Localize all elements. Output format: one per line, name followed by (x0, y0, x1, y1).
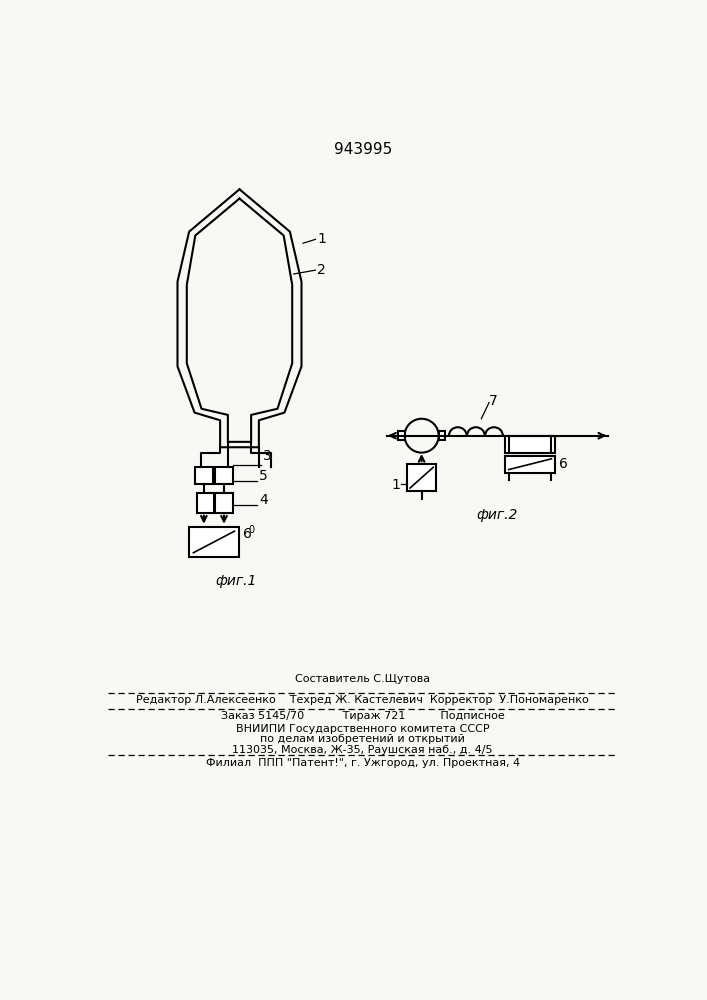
Text: Составитель С.Щутова: Составитель С.Щутова (295, 674, 431, 684)
Text: 1: 1 (392, 478, 401, 492)
Text: 3: 3 (263, 449, 271, 463)
Bar (194, 466, 213, 484)
Text: 943995: 943995 (334, 142, 392, 157)
Bar (398, 431, 404, 440)
Bar (189, 527, 239, 557)
Text: по делам изобретений и открытий: по делам изобретений и открытий (260, 734, 465, 744)
Bar (438, 431, 445, 440)
Bar (505, 456, 555, 473)
Text: Редактор Л.Алексеенко    Техред Ж. Кастелевич  Корректор  У.Пономаренко: Редактор Л.Алексеенко Техред Ж. Кастелев… (136, 695, 589, 705)
Text: 0: 0 (248, 525, 255, 535)
Text: 2: 2 (317, 263, 326, 277)
Bar (505, 436, 555, 453)
Text: 4: 4 (259, 493, 268, 507)
Bar (215, 466, 233, 484)
Text: 7: 7 (489, 394, 498, 408)
Text: 5: 5 (259, 469, 268, 483)
Text: 6: 6 (243, 527, 252, 541)
Bar (216, 493, 233, 513)
Text: фиг.2: фиг.2 (477, 508, 518, 522)
Text: Заказ 5145/70           Тираж 721          Подписное: Заказ 5145/70 Тираж 721 Подписное (221, 711, 505, 721)
Text: 1: 1 (317, 232, 326, 246)
Text: ВНИИПИ Государственного комитета СССР: ВНИИПИ Государственного комитета СССР (236, 724, 489, 734)
Text: фиг.1: фиг.1 (215, 574, 257, 588)
Text: 6: 6 (559, 457, 568, 471)
Bar (407, 464, 436, 491)
Text: 113035, Москва, Ж-35, Раушская наб., д. 4/5: 113035, Москва, Ж-35, Раушская наб., д. … (233, 745, 493, 755)
Bar (197, 493, 214, 513)
Text: Филиал  ППП "Патент!", г. Ужгород, ул. Проектная, 4: Филиал ППП "Патент!", г. Ужгород, ул. Пр… (206, 758, 520, 768)
